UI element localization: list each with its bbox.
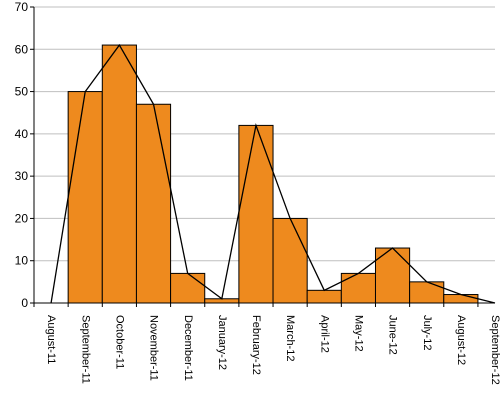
- x-tick-label: November-11: [148, 315, 160, 381]
- x-tick-label: February-12: [250, 315, 262, 375]
- overlay-line: [50, 43, 496, 304]
- bar-February-12: [238, 124, 274, 304]
- y-tick-labels: 0 10 20 30 40 50 60 70: [15, 0, 29, 310]
- y-tick-label: 70: [15, 0, 29, 14]
- x-tick-label: April-12: [318, 315, 330, 353]
- bar-May-12: [340, 272, 376, 304]
- x-tick-label: August-11: [45, 315, 57, 364]
- bars: [67, 44, 479, 304]
- x-tick-label: January-12: [216, 315, 228, 370]
- bar-September-11: [67, 91, 103, 304]
- axes: [30, 6, 495, 307]
- bar-July-12: [409, 281, 445, 304]
- bar-April-12: [306, 289, 342, 304]
- y-tick-label: 10: [15, 254, 29, 268]
- bar-November-11: [135, 103, 172, 304]
- overlay-line-group: [50, 43, 496, 304]
- y-tick-label: 50: [15, 85, 29, 99]
- y-tick-label: 30: [15, 169, 29, 183]
- x-tick-label: September-12: [489, 315, 500, 385]
- x-tick-label: December-11: [182, 315, 194, 381]
- bar-December-11: [170, 272, 206, 304]
- bar-October-11: [101, 44, 137, 304]
- y-tick-label: 20: [15, 211, 29, 225]
- y-tick-label: 60: [15, 42, 29, 56]
- x-tick-label: October-11: [113, 315, 125, 369]
- bar-August-12: [443, 294, 479, 304]
- x-tick-label: May-12: [353, 315, 365, 352]
- x-tick-labels: August-11 September-11 October-11 November-…: [45, 315, 500, 385]
- x-tick-label: September-11: [79, 315, 91, 384]
- x-tick-label: August-12: [455, 315, 467, 365]
- x-tick-label: July-12: [421, 315, 433, 350]
- bar-March-12: [272, 217, 308, 304]
- y-tick-label: 0: [21, 296, 28, 310]
- y-tick-label: 40: [15, 127, 29, 141]
- x-tick-label: March-12: [284, 315, 296, 361]
- x-tick-label: June-12: [387, 315, 399, 355]
